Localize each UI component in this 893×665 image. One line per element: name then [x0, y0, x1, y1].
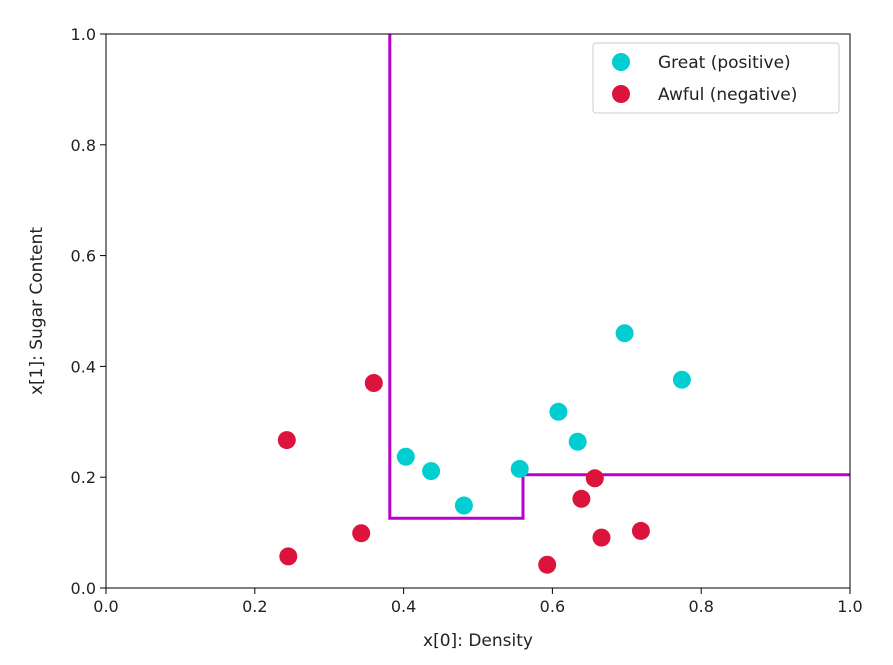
y-axis-ticks: 0.0 0.2 0.4 0.6 0.8 1.0	[71, 25, 106, 598]
legend-label-awful: Awful (negative)	[658, 85, 797, 105]
great-point-7	[672, 370, 691, 389]
y-axis-label: x[1]: Sugar Content	[27, 227, 47, 395]
x-tick-label-5: 1.0	[837, 597, 862, 616]
y-tick-label-4: 0.8	[71, 136, 96, 155]
y-tick-label-0: 0.0	[71, 579, 96, 598]
legend: Great (positive) Awful (negative)	[592, 42, 840, 114]
awful-point-3	[364, 374, 383, 392]
awful-point-0	[277, 431, 296, 450]
y-tick-label-1: 0.2	[71, 468, 96, 487]
points-layer	[277, 324, 691, 574]
awful-point-6	[585, 469, 604, 488]
x-tick-label-1: 0.2	[242, 597, 267, 616]
y-tick-label-2: 0.4	[71, 357, 96, 376]
great-point-1	[422, 462, 441, 481]
great-point-4	[549, 402, 568, 421]
awful-point-2	[352, 524, 371, 543]
decision-boundary-line	[388, 34, 850, 520]
legend-marker-awful	[612, 85, 630, 103]
great-point-2	[454, 496, 473, 515]
x-tick-label-0: 0.0	[93, 597, 118, 616]
decision-boundary-layer	[388, 34, 850, 520]
legend-label-great: Great (positive)	[658, 53, 791, 73]
x-axis-label: x[0]: Density	[423, 631, 533, 651]
great-point-3	[510, 459, 529, 478]
great-point-5	[568, 432, 587, 451]
y-tick-label-5: 1.0	[71, 25, 96, 44]
great-point-0	[396, 447, 415, 466]
x-tick-label-3: 0.6	[540, 597, 565, 616]
x-tick-label-4: 0.8	[688, 597, 713, 616]
great-point-6	[615, 324, 634, 343]
awful-point-8	[631, 521, 650, 540]
x-axis-ticks: 0.0 0.2 0.4 0.6 0.8 1.0	[93, 588, 863, 616]
awful-point-4	[538, 555, 557, 574]
plot-frame	[105, 33, 851, 589]
awful-point-7	[592, 528, 611, 547]
legend-marker-great	[612, 53, 630, 71]
legend-box	[592, 42, 840, 114]
y-tick-label-3: 0.6	[71, 247, 96, 266]
awful-point-5	[572, 489, 591, 508]
x-tick-label-2: 0.4	[391, 597, 416, 616]
awful-point-1	[279, 547, 298, 566]
